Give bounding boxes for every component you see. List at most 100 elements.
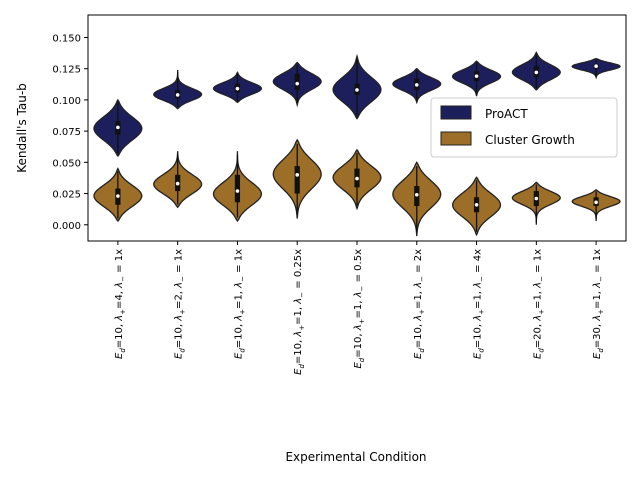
x-tick-label-part: λ bbox=[174, 282, 185, 289]
x-tick-label-part: =4, bbox=[114, 288, 125, 309]
x-tick-label-part: λ bbox=[353, 324, 364, 331]
violin-median-point bbox=[414, 193, 419, 197]
x-tick-label-part: − bbox=[358, 285, 366, 291]
x-tick-label-part: =10, bbox=[413, 321, 424, 348]
x-tick-label-part: = 2x bbox=[413, 249, 424, 276]
violin-median-point bbox=[534, 70, 539, 75]
legend-swatch-proact bbox=[440, 105, 472, 120]
x-tick-label-part: =1, bbox=[592, 288, 603, 309]
x-tick-label: Ed=20, λ+=1, λ− = 1x bbox=[532, 249, 545, 359]
x-tick-label-part: − bbox=[298, 292, 306, 298]
x-tick-label: Ed=10, λ+=1, λ− = 1x bbox=[233, 249, 246, 359]
violin-median-point bbox=[175, 93, 180, 97]
x-tick-label: Ed=10, λ+=1, λ− = 2x bbox=[413, 249, 426, 359]
violin-median-point bbox=[414, 83, 419, 87]
x-tick-label-part: d bbox=[418, 348, 426, 353]
x-tick-label-part: = 1x bbox=[233, 249, 244, 276]
x-tick-label: Ed=30, λ+=1, λ− = 1x bbox=[592, 249, 605, 359]
x-tick-label-part: λ bbox=[532, 315, 543, 322]
x-tick-label-part: = 4x bbox=[473, 249, 484, 276]
x-tick-label-part: λ bbox=[174, 315, 185, 322]
x-tick-label-part: = 0.5x bbox=[353, 249, 364, 286]
x-tick-label-part: E bbox=[473, 352, 484, 359]
violin-median-point bbox=[235, 189, 240, 193]
x-tick-label: Ed=10, λ+=1, λ− = 4x bbox=[473, 249, 486, 359]
x-tick-label-part: λ bbox=[592, 282, 603, 289]
x-tick-label-part: =10, bbox=[473, 321, 484, 348]
x-tick-label-part: − bbox=[537, 276, 545, 282]
x-tick-label-part: λ bbox=[114, 282, 125, 289]
x-tick-label-part: + bbox=[179, 309, 187, 315]
x-tick-label-part: =30, bbox=[592, 321, 603, 348]
y-tick-label: 0.100 bbox=[52, 96, 81, 107]
legend-swatch-cluster-growth bbox=[440, 131, 472, 146]
x-tick-label-part: = 1x bbox=[592, 249, 603, 276]
x-tick-label-part: λ bbox=[473, 315, 484, 322]
x-tick-label: Ed=10, λ+=1, λ− = 0.25x bbox=[293, 249, 306, 375]
x-tick-label-part: =1, bbox=[293, 304, 304, 325]
x-tick-label-part: =10, bbox=[233, 321, 244, 348]
y-tick-label: 0.150 bbox=[52, 33, 81, 44]
violin-median-point bbox=[534, 196, 539, 201]
x-tick-label-part: λ bbox=[293, 298, 304, 305]
x-tick-label-part: =2, bbox=[174, 288, 185, 309]
x-tick-label-part: λ bbox=[353, 291, 364, 298]
x-tick-label-part: d bbox=[179, 348, 187, 353]
x-tick-label-part: λ bbox=[473, 282, 484, 289]
violin-median-point bbox=[594, 200, 598, 205]
x-tick-label-part: λ bbox=[233, 282, 244, 289]
x-tick-label-part: =10, bbox=[174, 321, 185, 348]
x-tick-label-part: d bbox=[537, 348, 545, 353]
x-tick-label-part: d bbox=[238, 348, 246, 353]
x-tick-label-part: + bbox=[478, 309, 486, 315]
legend-label-proact: ProACT bbox=[485, 107, 528, 121]
x-tick-label-part: d bbox=[597, 348, 605, 353]
x-tick-label-part: E bbox=[233, 352, 244, 359]
x-tick-label-part: E bbox=[174, 352, 185, 359]
violin-median-point bbox=[474, 202, 479, 207]
x-tick-label-part: E bbox=[592, 352, 603, 359]
legend-frame bbox=[430, 97, 618, 158]
legend: ProACT Cluster Growth bbox=[430, 97, 618, 158]
violin-median-point bbox=[474, 74, 479, 78]
violin-iqr-box bbox=[234, 174, 241, 203]
x-tick-label-part: = 0.25x bbox=[293, 249, 304, 292]
x-tick-label-part: =10, bbox=[353, 330, 364, 357]
x-tick-label-part: E bbox=[353, 362, 364, 369]
x-tick-label-part: = 1x bbox=[174, 249, 185, 276]
x-tick-label-part: =1, bbox=[532, 288, 543, 309]
x-tick-label-part: + bbox=[597, 309, 605, 315]
x-tick-label-part: λ bbox=[532, 282, 543, 289]
y-tick-label: 0.050 bbox=[52, 158, 81, 169]
y-tick-label: 0.000 bbox=[52, 221, 81, 232]
x-tick-label: Ed=10, λ+=4, λ− = 1x bbox=[114, 249, 127, 359]
x-tick-label-part: λ bbox=[413, 282, 424, 289]
x-tick-label-part: =1, bbox=[233, 288, 244, 309]
x-tick-label-part: λ bbox=[413, 315, 424, 322]
x-tick-label-part: E bbox=[413, 352, 424, 359]
x-tick-label-part: E bbox=[293, 368, 304, 375]
x-tick-label-part: =1, bbox=[413, 288, 424, 309]
x-tick-label-part: − bbox=[179, 276, 187, 282]
violin-median-point bbox=[116, 194, 120, 198]
violin-median-point bbox=[295, 81, 300, 86]
x-tick-label-part: =20, bbox=[532, 321, 543, 348]
violin-median-point bbox=[355, 176, 359, 181]
x-tick-label-part: + bbox=[298, 325, 306, 331]
violin-iqr-box bbox=[294, 166, 300, 194]
x-tick-label-part: λ bbox=[114, 315, 125, 322]
x-tick-label-part: λ bbox=[293, 331, 304, 338]
x-tick-label-part: − bbox=[478, 276, 486, 282]
violin-median-point bbox=[594, 64, 598, 68]
x-tick-label-part: + bbox=[358, 318, 366, 324]
x-tick-label: Ed=10, λ+=2, λ− = 1x bbox=[174, 249, 187, 359]
violin-median-point bbox=[355, 88, 359, 92]
violin-median-point bbox=[175, 181, 180, 186]
x-tick-label-part: + bbox=[119, 309, 127, 315]
x-tick-label-part: =10, bbox=[293, 337, 304, 364]
x-tick-label-part: d bbox=[358, 357, 366, 362]
x-tick-label-part: + bbox=[238, 309, 246, 315]
x-tick-label-part: =10, bbox=[114, 321, 125, 348]
